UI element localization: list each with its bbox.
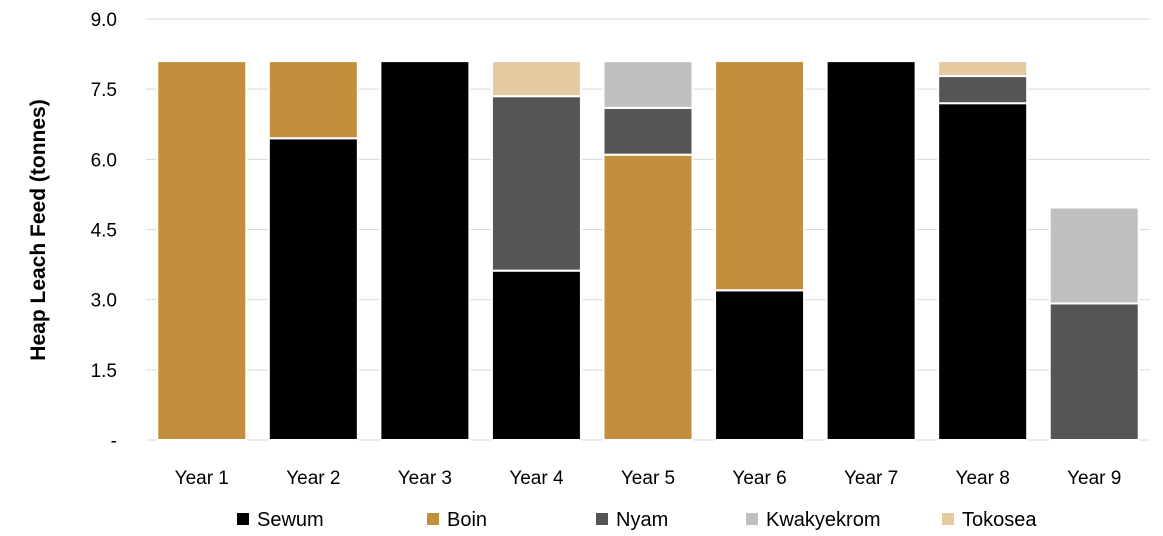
x-tick-label: Year 7 bbox=[844, 468, 898, 489]
y-axis-ticks: - 1.5 3.0 4.5 6.0 7.5 9.0 bbox=[91, 10, 117, 452]
bar-segment-sewum-year-3 bbox=[379, 60, 471, 441]
x-tick-label: Year 6 bbox=[732, 468, 786, 489]
legend-swatch-boin bbox=[427, 513, 439, 525]
bar-segment-boin-year-6 bbox=[714, 60, 806, 292]
bar-segment-tokosea-year-8 bbox=[937, 60, 1029, 78]
x-tick-label: Year 3 bbox=[398, 468, 452, 489]
bar-segment-sewum-year-2 bbox=[267, 137, 359, 442]
bar-segment-nyam-year-5 bbox=[602, 106, 694, 156]
x-tick-label: Year 2 bbox=[286, 468, 340, 489]
y-tick-label: 3.0 bbox=[91, 291, 117, 312]
y-tick-label: 6.0 bbox=[91, 150, 117, 171]
y-axis-label: Heap Leach Feed (tonnes) bbox=[27, 99, 50, 360]
bar-segment-nyam-year-4 bbox=[490, 95, 582, 272]
legend-label-nyam: Nyam bbox=[616, 509, 668, 531]
y-tick-label: 9.0 bbox=[91, 10, 117, 31]
bar-segment-nyam-year-9 bbox=[1048, 302, 1140, 441]
bar-segment-kwakyekrom-year-5 bbox=[602, 60, 694, 109]
bar-segment-boin-year-2 bbox=[267, 60, 359, 140]
bar-segment-sewum-year-4 bbox=[490, 269, 582, 442]
bar-segment-tokosea-year-4 bbox=[490, 60, 582, 98]
bar-segment-kwakyekrom-year-9 bbox=[1048, 206, 1140, 305]
legend-label-boin: Boin bbox=[447, 509, 487, 531]
x-tick-label: Year 1 bbox=[175, 468, 229, 489]
x-axis-ticks: Year 1 Year 2 Year 3 Year 4 Year 5 Year 6 Year… bbox=[175, 468, 1122, 489]
bar-segment-sewum-year-7 bbox=[825, 60, 917, 441]
legend-label-kwakyekrom: Kwakyekrom bbox=[766, 509, 880, 531]
legend: Sewum Boin Nyam Kwakyekrom Tokosea bbox=[237, 509, 1037, 531]
x-tick-label: Year 9 bbox=[1067, 468, 1121, 489]
y-tick-label: 7.5 bbox=[91, 80, 117, 101]
bar-segment-nyam-year-8 bbox=[937, 75, 1029, 105]
y-tick-label: - bbox=[111, 431, 117, 452]
legend-swatch-kwakyekrom bbox=[746, 513, 758, 525]
legend-swatch-tokosea bbox=[942, 513, 954, 525]
legend-swatch-sewum bbox=[237, 513, 249, 525]
bars bbox=[156, 60, 1140, 442]
legend-label-sewum: Sewum bbox=[257, 509, 324, 531]
bar-segment-sewum-year-8 bbox=[937, 102, 1029, 441]
bar-segment-boin-year-1 bbox=[156, 60, 248, 441]
y-tick-label: 4.5 bbox=[91, 221, 117, 242]
x-tick-label: Year 8 bbox=[956, 468, 1010, 489]
bar-segment-sewum-year-6 bbox=[714, 289, 806, 441]
x-tick-label: Year 5 bbox=[621, 468, 675, 489]
y-tick-label: 1.5 bbox=[91, 361, 117, 382]
x-tick-label: Year 4 bbox=[509, 468, 564, 489]
legend-label-tokosea: Tokosea bbox=[962, 509, 1037, 531]
bar-segment-boin-year-5 bbox=[602, 153, 694, 441]
legend-swatch-nyam bbox=[596, 513, 608, 525]
